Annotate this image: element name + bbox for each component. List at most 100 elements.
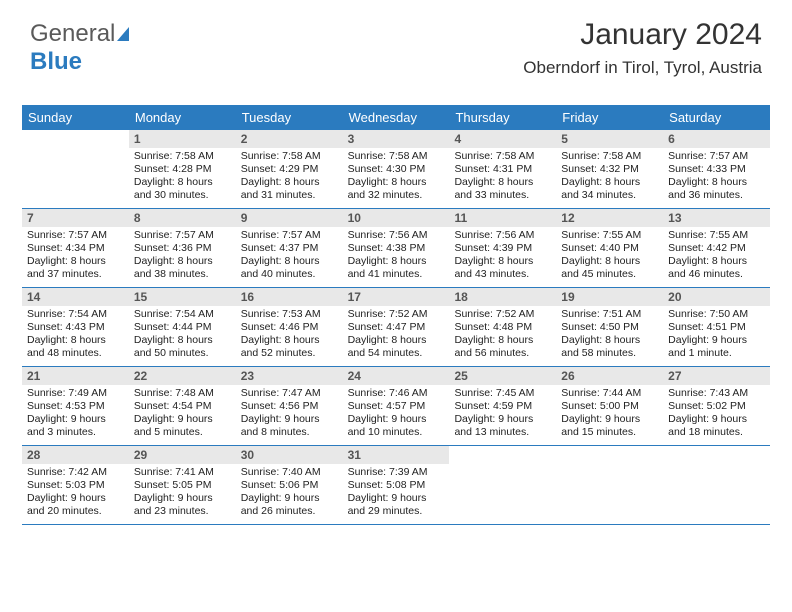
sunrise-text: Sunrise: 7:53 AM <box>241 308 338 321</box>
day-number: 16 <box>236 288 343 306</box>
dl1-text: Daylight: 9 hours <box>241 413 338 426</box>
day-header: Sunday <box>22 105 129 130</box>
dl1-text: Daylight: 8 hours <box>241 176 338 189</box>
day-number: 20 <box>663 288 770 306</box>
day-cell: 16Sunrise: 7:53 AMSunset: 4:46 PMDayligh… <box>236 288 343 366</box>
day-info: Sunrise: 7:54 AMSunset: 4:43 PMDaylight:… <box>22 306 129 365</box>
day-number: 3 <box>343 130 450 148</box>
day-number: 21 <box>22 367 129 385</box>
sunrise-text: Sunrise: 7:52 AM <box>454 308 551 321</box>
dl1-text: Daylight: 8 hours <box>134 255 231 268</box>
dl2-text: and 18 minutes. <box>668 426 765 439</box>
day-info: Sunrise: 7:45 AMSunset: 4:59 PMDaylight:… <box>449 385 556 444</box>
day-cell: 29Sunrise: 7:41 AMSunset: 5:05 PMDayligh… <box>129 446 236 524</box>
sunset-text: Sunset: 4:36 PM <box>134 242 231 255</box>
sunset-text: Sunset: 4:54 PM <box>134 400 231 413</box>
sunset-text: Sunset: 4:48 PM <box>454 321 551 334</box>
logo-text-2: Blue <box>30 48 82 75</box>
page-title: January 2024 <box>523 18 762 52</box>
day-info: Sunrise: 7:52 AMSunset: 4:47 PMDaylight:… <box>343 306 450 365</box>
sunset-text: Sunset: 4:57 PM <box>348 400 445 413</box>
sunset-text: Sunset: 4:51 PM <box>668 321 765 334</box>
dl2-text: and 38 minutes. <box>134 268 231 281</box>
sunset-text: Sunset: 4:56 PM <box>241 400 338 413</box>
day-info: Sunrise: 7:57 AMSunset: 4:34 PMDaylight:… <box>22 227 129 286</box>
dl1-text: Daylight: 9 hours <box>241 492 338 505</box>
dl1-text: Daylight: 9 hours <box>454 413 551 426</box>
sunrise-text: Sunrise: 7:58 AM <box>454 150 551 163</box>
day-info: Sunrise: 7:57 AMSunset: 4:33 PMDaylight:… <box>663 148 770 207</box>
header: January 2024 Oberndorf in Tirol, Tyrol, … <box>523 18 762 78</box>
sunrise-text: Sunrise: 7:46 AM <box>348 387 445 400</box>
day-number: 6 <box>663 130 770 148</box>
sunrise-text: Sunrise: 7:45 AM <box>454 387 551 400</box>
day-cell: 11Sunrise: 7:56 AMSunset: 4:39 PMDayligh… <box>449 209 556 287</box>
dl2-text: and 52 minutes. <box>241 347 338 360</box>
day-cell <box>556 446 663 524</box>
sunset-text: Sunset: 5:05 PM <box>134 479 231 492</box>
sunset-text: Sunset: 4:30 PM <box>348 163 445 176</box>
day-number: 1 <box>129 130 236 148</box>
dl2-text: and 36 minutes. <box>668 189 765 202</box>
day-cell: 27Sunrise: 7:43 AMSunset: 5:02 PMDayligh… <box>663 367 770 445</box>
sunset-text: Sunset: 4:31 PM <box>454 163 551 176</box>
sunrise-text: Sunrise: 7:54 AM <box>134 308 231 321</box>
day-cell: 31Sunrise: 7:39 AMSunset: 5:08 PMDayligh… <box>343 446 450 524</box>
day-info: Sunrise: 7:49 AMSunset: 4:53 PMDaylight:… <box>22 385 129 444</box>
day-cell: 23Sunrise: 7:47 AMSunset: 4:56 PMDayligh… <box>236 367 343 445</box>
sunrise-text: Sunrise: 7:56 AM <box>348 229 445 242</box>
day-cell: 5Sunrise: 7:58 AMSunset: 4:32 PMDaylight… <box>556 130 663 208</box>
calendar: Sunday Monday Tuesday Wednesday Thursday… <box>22 105 770 525</box>
day-cell: 13Sunrise: 7:55 AMSunset: 4:42 PMDayligh… <box>663 209 770 287</box>
sunset-text: Sunset: 4:43 PM <box>27 321 124 334</box>
sunrise-text: Sunrise: 7:48 AM <box>134 387 231 400</box>
day-number: 4 <box>449 130 556 148</box>
dl1-text: Daylight: 8 hours <box>668 176 765 189</box>
day-number: 14 <box>22 288 129 306</box>
logo: General Blue <box>30 20 129 76</box>
day-info: Sunrise: 7:56 AMSunset: 4:39 PMDaylight:… <box>449 227 556 286</box>
day-cell <box>663 446 770 524</box>
day-info: Sunrise: 7:41 AMSunset: 5:05 PMDaylight:… <box>129 464 236 523</box>
day-header: Monday <box>129 105 236 130</box>
day-number: 27 <box>663 367 770 385</box>
day-number: 9 <box>236 209 343 227</box>
dl2-text: and 20 minutes. <box>27 505 124 518</box>
dl2-text: and 33 minutes. <box>454 189 551 202</box>
dl1-text: Daylight: 8 hours <box>134 176 231 189</box>
day-info: Sunrise: 7:40 AMSunset: 5:06 PMDaylight:… <box>236 464 343 523</box>
sunset-text: Sunset: 4:37 PM <box>241 242 338 255</box>
dl1-text: Daylight: 8 hours <box>27 255 124 268</box>
day-number: 26 <box>556 367 663 385</box>
dl2-text: and 34 minutes. <box>561 189 658 202</box>
dl2-text: and 58 minutes. <box>561 347 658 360</box>
sunset-text: Sunset: 4:33 PM <box>668 163 765 176</box>
day-info: Sunrise: 7:58 AMSunset: 4:31 PMDaylight:… <box>449 148 556 207</box>
dl1-text: Daylight: 8 hours <box>561 255 658 268</box>
dl2-text: and 30 minutes. <box>134 189 231 202</box>
day-info: Sunrise: 7:50 AMSunset: 4:51 PMDaylight:… <box>663 306 770 365</box>
day-number: 18 <box>449 288 556 306</box>
day-info: Sunrise: 7:43 AMSunset: 5:02 PMDaylight:… <box>663 385 770 444</box>
dl1-text: Daylight: 9 hours <box>27 492 124 505</box>
day-cell: 8Sunrise: 7:57 AMSunset: 4:36 PMDaylight… <box>129 209 236 287</box>
dl2-text: and 46 minutes. <box>668 268 765 281</box>
week-row: 7Sunrise: 7:57 AMSunset: 4:34 PMDaylight… <box>22 209 770 288</box>
dl2-text: and 15 minutes. <box>561 426 658 439</box>
day-cell: 18Sunrise: 7:52 AMSunset: 4:48 PMDayligh… <box>449 288 556 366</box>
sunrise-text: Sunrise: 7:47 AM <box>241 387 338 400</box>
dl2-text: and 48 minutes. <box>27 347 124 360</box>
day-info: Sunrise: 7:58 AMSunset: 4:29 PMDaylight:… <box>236 148 343 207</box>
day-cell: 30Sunrise: 7:40 AMSunset: 5:06 PMDayligh… <box>236 446 343 524</box>
dl2-text: and 1 minute. <box>668 347 765 360</box>
day-number: 31 <box>343 446 450 464</box>
day-cell: 22Sunrise: 7:48 AMSunset: 4:54 PMDayligh… <box>129 367 236 445</box>
day-header: Friday <box>556 105 663 130</box>
sunset-text: Sunset: 5:02 PM <box>668 400 765 413</box>
sunset-text: Sunset: 5:03 PM <box>27 479 124 492</box>
sunset-text: Sunset: 4:44 PM <box>134 321 231 334</box>
day-number: 5 <box>556 130 663 148</box>
sunset-text: Sunset: 4:42 PM <box>668 242 765 255</box>
dl1-text: Daylight: 8 hours <box>561 176 658 189</box>
dl1-text: Daylight: 9 hours <box>348 413 445 426</box>
